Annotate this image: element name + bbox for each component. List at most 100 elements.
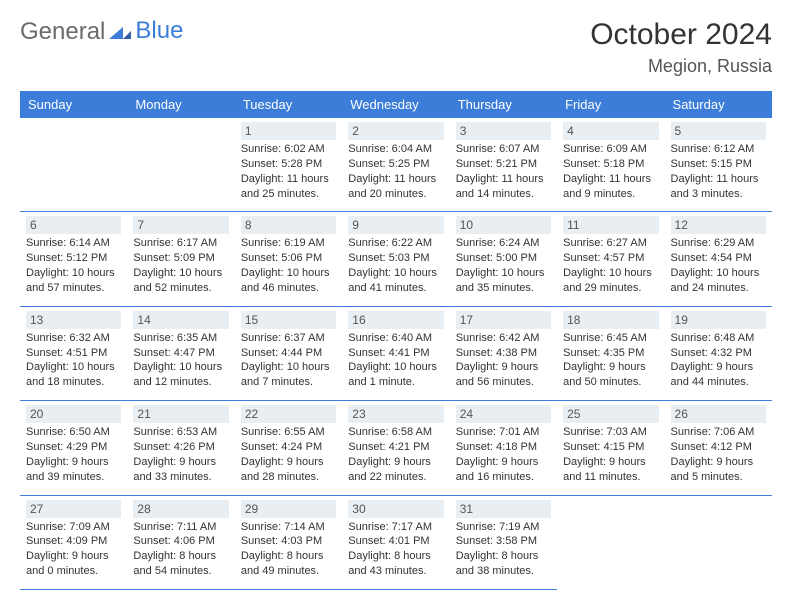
calendar-day-cell: 10Sunrise: 6:24 AMSunset: 5:00 PMDayligh… — [450, 212, 557, 306]
calendar-day-cell: 17Sunrise: 6:42 AMSunset: 4:38 PMDayligh… — [450, 306, 557, 400]
calendar-day-cell: 28Sunrise: 7:11 AMSunset: 4:06 PMDayligh… — [127, 495, 234, 589]
sunset-text: Sunset: 5:03 PM — [348, 251, 443, 266]
sunrise-text: Sunrise: 6:24 AM — [456, 236, 551, 251]
sunset-text: Sunset: 4:54 PM — [671, 251, 766, 266]
day-number: 25 — [563, 405, 658, 423]
sunset-text: Sunset: 5:12 PM — [26, 251, 121, 266]
daylight-text: Daylight: 9 hours and 44 minutes. — [671, 360, 766, 390]
calendar-day-cell: 30Sunrise: 7:17 AMSunset: 4:01 PMDayligh… — [342, 495, 449, 589]
calendar-day-cell: 23 Sunrise: 6:58 AMSunset: 4:21 PMDayligh… — [342, 401, 449, 495]
day-info: Sunrise: 6:53 AMSunset: 4:26 PMDaylight:… — [133, 425, 228, 484]
day-number: 6 — [26, 216, 121, 234]
day-info: Sunrise: 7:03 AMSunset: 4:15 PMDaylight:… — [563, 425, 658, 484]
month-title: October 2024 — [590, 18, 772, 52]
day-number: 5 — [671, 122, 766, 140]
sunrise-text: Sunrise: 6:12 AM — [671, 142, 766, 157]
day-info: Sunrise: 7:14 AMSunset: 4:03 PMDaylight:… — [241, 520, 336, 579]
day-number: 24 — [456, 405, 551, 423]
day-info: Sunrise: 7:01 AMSunset: 4:18 PMDaylight:… — [456, 425, 551, 484]
sunrise-text: Sunrise: 6:35 AM — [133, 331, 228, 346]
daylight-text: Daylight: 11 hours and 9 minutes. — [563, 172, 658, 202]
daylight-text: Daylight: 10 hours and 41 minutes. — [348, 266, 443, 296]
daylight-text: Daylight: 9 hours and 33 minutes. — [133, 455, 228, 485]
calendar-day-cell: 12Sunrise: 6:29 AMSunset: 4:54 PMDayligh… — [665, 212, 772, 306]
weekday-header: Monday — [127, 91, 234, 118]
daylight-text: Daylight: 9 hours and 11 minutes. — [563, 455, 658, 485]
sunrise-text: Sunrise: 6:50 AM — [26, 425, 121, 440]
day-info: Sunrise: 6:22 AMSunset: 5:03 PMDaylight:… — [348, 236, 443, 295]
sunrise-text: Sunrise: 6:07 AM — [456, 142, 551, 157]
day-info: Sunrise: 6:58 AMSunset: 4:21 PMDaylight:… — [348, 425, 443, 484]
day-number: 22 — [241, 405, 336, 423]
day-number: 4 — [563, 122, 658, 140]
sunset-text: Sunset: 5:06 PM — [241, 251, 336, 266]
day-number: 12 — [671, 216, 766, 234]
day-number: 8 — [241, 216, 336, 234]
day-number: 14 — [133, 311, 228, 329]
sunrise-text: Sunrise: 6:19 AM — [241, 236, 336, 251]
calendar-header-row: SundayMondayTuesdayWednesdayThursdayFrid… — [20, 91, 772, 118]
sunset-text: Sunset: 3:58 PM — [456, 534, 551, 549]
weekday-header: Wednesday — [342, 91, 449, 118]
daylight-text: Daylight: 8 hours and 43 minutes. — [348, 549, 443, 579]
sunrise-text: Sunrise: 6:27 AM — [563, 236, 658, 251]
calendar-day-cell: 5 Sunrise: 6:12 AMSunset: 5:15 PMDaylight… — [665, 118, 772, 212]
sunset-text: Sunset: 4:29 PM — [26, 440, 121, 455]
day-number: 18 — [563, 311, 658, 329]
day-info: Sunrise: 6:12 AMSunset: 5:15 PMDaylight:… — [671, 142, 766, 201]
sunset-text: Sunset: 4:38 PM — [456, 346, 551, 361]
sunset-text: Sunset: 5:00 PM — [456, 251, 551, 266]
day-number: 3 — [456, 122, 551, 140]
calendar-day-cell — [20, 118, 127, 212]
daylight-text: Daylight: 10 hours and 52 minutes. — [133, 266, 228, 296]
sunrise-text: Sunrise: 7:11 AM — [133, 520, 228, 535]
calendar-day-cell: 6 Sunrise: 6:14 AMSunset: 5:12 PMDaylight… — [20, 212, 127, 306]
day-info: Sunrise: 6:32 AMSunset: 4:51 PMDaylight:… — [26, 331, 121, 390]
sunset-text: Sunset: 5:28 PM — [241, 157, 336, 172]
calendar-day-cell: 27Sunrise: 7:09 AMSunset: 4:09 PMDayligh… — [20, 495, 127, 589]
sunrise-text: Sunrise: 6:02 AM — [241, 142, 336, 157]
daylight-text: Daylight: 10 hours and 35 minutes. — [456, 266, 551, 296]
logo-icon — [109, 18, 131, 46]
calendar-week-row: 6Sunrise: 6:14 AMSunset: 5:12 PMDaylight… — [20, 212, 772, 306]
daylight-text: Daylight: 10 hours and 29 minutes. — [563, 266, 658, 296]
sunset-text: Sunset: 4:32 PM — [671, 346, 766, 361]
sunrise-text: Sunrise: 6:55 AM — [241, 425, 336, 440]
sunrise-text: Sunrise: 6:45 AM — [563, 331, 658, 346]
day-number: 23 — [348, 405, 443, 423]
sunset-text: Sunset: 5:25 PM — [348, 157, 443, 172]
day-info: Sunrise: 7:06 AMSunset: 4:12 PMDaylight:… — [671, 425, 766, 484]
sunset-text: Sunset: 4:06 PM — [133, 534, 228, 549]
daylight-text: Daylight: 8 hours and 49 minutes. — [241, 549, 336, 579]
daylight-text: Daylight: 11 hours and 14 minutes. — [456, 172, 551, 202]
sunrise-text: Sunrise: 7:06 AM — [671, 425, 766, 440]
day-info: Sunrise: 6:37 AMSunset: 4:44 PMDaylight:… — [241, 331, 336, 390]
sunrise-text: Sunrise: 6:14 AM — [26, 236, 121, 251]
calendar-day-cell: 11Sunrise: 6:27 AMSunset: 4:57 PMDayligh… — [557, 212, 664, 306]
sunset-text: Sunset: 5:09 PM — [133, 251, 228, 266]
day-info: Sunrise: 7:11 AMSunset: 4:06 PMDaylight:… — [133, 520, 228, 579]
day-number: 9 — [348, 216, 443, 234]
calendar-day-cell: 13Sunrise: 6:32 AMSunset: 4:51 PMDayligh… — [20, 306, 127, 400]
calendar-week-row: 13Sunrise: 6:32 AMSunset: 4:51 PMDayligh… — [20, 306, 772, 400]
day-number: 1 — [241, 122, 336, 140]
calendar-day-cell — [557, 495, 664, 589]
calendar-day-cell: 9 Sunrise: 6:22 AMSunset: 5:03 PMDaylight… — [342, 212, 449, 306]
daylight-text: Daylight: 10 hours and 1 minute. — [348, 360, 443, 390]
day-number: 31 — [456, 500, 551, 518]
day-info: Sunrise: 6:27 AMSunset: 4:57 PMDaylight:… — [563, 236, 658, 295]
calendar-day-cell: 26 Sunrise: 7:06 AMSunset: 4:12 PMDayligh… — [665, 401, 772, 495]
header: General Blue October 2024 Megion, Russia — [20, 18, 772, 77]
calendar-day-cell: 7Sunrise: 6:17 AMSunset: 5:09 PMDaylight… — [127, 212, 234, 306]
daylight-text: Daylight: 11 hours and 3 minutes. — [671, 172, 766, 202]
day-number: 26 — [671, 405, 766, 423]
calendar-day-cell — [665, 495, 772, 589]
sunrise-text: Sunrise: 6:37 AM — [241, 331, 336, 346]
calendar-day-cell: 19Sunrise: 6:48 AMSunset: 4:32 PMDayligh… — [665, 306, 772, 400]
daylight-text: Daylight: 10 hours and 57 minutes. — [26, 266, 121, 296]
daylight-text: Daylight: 9 hours and 0 minutes. — [26, 549, 121, 579]
sunrise-text: Sunrise: 7:09 AM — [26, 520, 121, 535]
day-info: Sunrise: 6:48 AMSunset: 4:32 PMDaylight:… — [671, 331, 766, 390]
sunrise-text: Sunrise: 6:42 AM — [456, 331, 551, 346]
calendar-week-row: 1 Sunrise: 6:02 AMSunset: 5:28 PM Daylight… — [20, 118, 772, 212]
